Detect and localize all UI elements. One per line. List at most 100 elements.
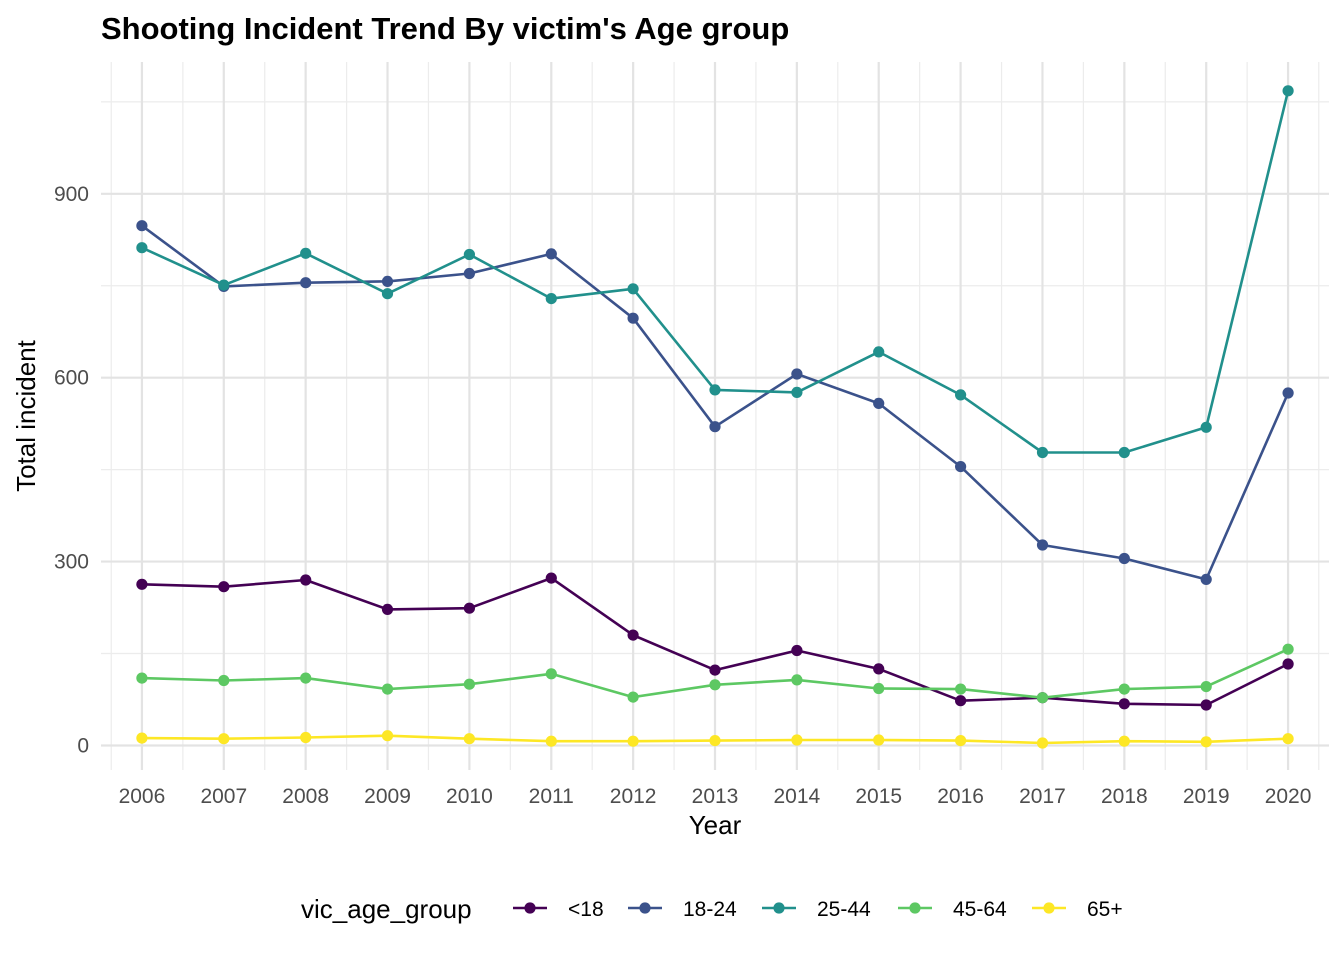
data-point	[627, 691, 639, 703]
data-point	[627, 283, 639, 295]
chart-title: Shooting Incident Trend By victim's Age …	[101, 11, 789, 46]
legend-key-point	[909, 902, 921, 914]
data-point	[873, 346, 885, 358]
legend-item: 18-24	[628, 898, 737, 921]
data-point	[218, 733, 230, 745]
y-tick-label: 600	[54, 367, 89, 390]
data-point	[545, 572, 557, 584]
x-tick-label: 2014	[774, 785, 821, 808]
data-point	[955, 683, 967, 695]
data-point	[873, 682, 885, 695]
data-point	[627, 629, 639, 641]
data-point	[136, 732, 148, 744]
data-point	[381, 683, 394, 695]
data-point	[955, 695, 967, 707]
legend-title: vic_age_group	[301, 894, 472, 924]
x-tick-label: 2010	[446, 785, 493, 808]
series-4	[136, 730, 1294, 749]
data-point	[709, 679, 721, 691]
legend-key-point	[524, 902, 536, 914]
legend-label: <18	[568, 898, 604, 921]
y-tick-label: 0	[77, 734, 89, 757]
data-point	[709, 421, 721, 433]
data-point	[218, 279, 230, 291]
legend-item: <18	[513, 898, 604, 921]
data-point	[218, 581, 230, 593]
data-point	[1036, 737, 1049, 749]
data-point	[218, 674, 230, 687]
data-point	[545, 248, 557, 260]
data-point	[1200, 736, 1212, 748]
x-tick-label: 2013	[692, 785, 739, 808]
legend-label: 18-24	[683, 898, 737, 921]
data-point	[136, 242, 148, 254]
legend-item: 25-44	[762, 898, 871, 921]
data-point	[1282, 85, 1294, 97]
x-tick-label: 2011	[529, 785, 574, 808]
legend-label: 65+	[1087, 898, 1123, 921]
data-point	[545, 668, 557, 680]
data-point	[463, 248, 475, 261]
series-2	[136, 85, 1294, 459]
x-tick-label: 2018	[1101, 785, 1148, 808]
data-point	[300, 574, 312, 586]
data-point	[300, 672, 312, 684]
data-point	[463, 267, 475, 280]
x-tick-label: 2019	[1183, 785, 1230, 808]
data-point	[300, 247, 312, 259]
data-point	[463, 678, 475, 690]
x-tick-label: 2009	[364, 785, 411, 808]
data-point	[873, 397, 885, 409]
data-point	[791, 644, 803, 657]
data-point	[545, 293, 557, 305]
data-point	[1036, 539, 1049, 551]
data-point	[709, 384, 721, 396]
data-point	[709, 664, 721, 676]
data-point	[1282, 733, 1294, 745]
data-point	[381, 603, 394, 616]
data-point	[791, 674, 803, 686]
data-point	[1282, 643, 1294, 655]
data-point	[1282, 658, 1294, 670]
data-point	[381, 730, 394, 742]
data-point	[381, 288, 394, 300]
data-point	[1036, 446, 1049, 459]
data-point	[136, 220, 148, 232]
data-point	[1200, 421, 1212, 433]
data-point	[1118, 552, 1130, 565]
legend-key-point	[1043, 902, 1055, 914]
series-1	[136, 220, 1294, 586]
x-tick-label: 2008	[282, 785, 329, 808]
data-point	[1118, 683, 1130, 695]
data-point	[463, 602, 475, 614]
series-0	[136, 572, 1294, 711]
data-point	[791, 368, 803, 380]
data-point	[1118, 735, 1130, 747]
data-point	[1200, 573, 1212, 586]
legend-key-point	[639, 902, 651, 914]
data-point	[300, 277, 312, 289]
data-point	[709, 735, 721, 747]
data-point	[300, 731, 312, 744]
data-point	[1036, 692, 1049, 704]
data-point	[1118, 698, 1130, 710]
y-tick-label: 300	[54, 551, 89, 574]
data-point	[545, 735, 557, 747]
legend-item: 65+	[1032, 898, 1123, 921]
legend-label: 25-44	[817, 898, 871, 921]
data-point	[136, 672, 148, 684]
data-point	[1118, 446, 1130, 459]
x-axis-title: Year	[689, 810, 742, 840]
data-point	[381, 275, 394, 287]
data-point	[873, 663, 885, 675]
data-point	[791, 734, 803, 746]
legend: vic_age_group <18 18-24 25-44 45-64 65+	[301, 894, 1123, 924]
x-tick-label: 2016	[937, 785, 984, 808]
x-tick-label: 2017	[1019, 785, 1066, 808]
data-point	[1282, 387, 1294, 399]
data-point	[955, 389, 967, 401]
x-tick-label: 2020	[1265, 785, 1312, 808]
data-point	[955, 735, 967, 747]
legend-label: 45-64	[953, 898, 1007, 921]
data-point	[1200, 681, 1212, 693]
